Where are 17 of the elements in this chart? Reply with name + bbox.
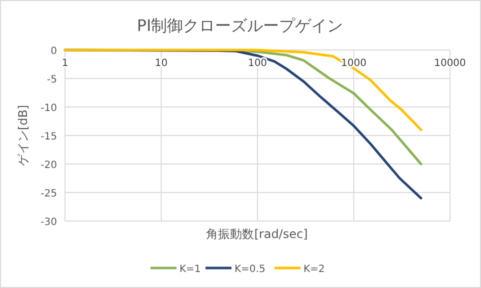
y-tick-label: -5 (47, 74, 57, 86)
y-tick-label: -15 (40, 132, 57, 142)
legend-label: K=1 (180, 264, 201, 275)
x-axis-title: 角振動数[rad/sec] (206, 227, 308, 241)
x-tick-label: 10 (154, 58, 168, 69)
y-tick-label: -20 (40, 160, 57, 171)
x-tick-label: 1 (62, 58, 68, 69)
legend-label: K=0.5 (234, 264, 266, 275)
y-tick-label: -25 (40, 188, 57, 200)
y-tick-label: -30 (40, 217, 57, 228)
x-tick-label: 100 (248, 58, 268, 69)
y-tick-label: 0 (50, 46, 57, 57)
y-axis-title: ゲイン[dB] (16, 104, 30, 166)
y-tick-label: -10 (40, 103, 57, 114)
x-tick-label: 10000 (434, 58, 466, 69)
legend-label: K=2 (304, 264, 325, 275)
chart-title: PI制御クローズループゲイン (136, 16, 344, 35)
